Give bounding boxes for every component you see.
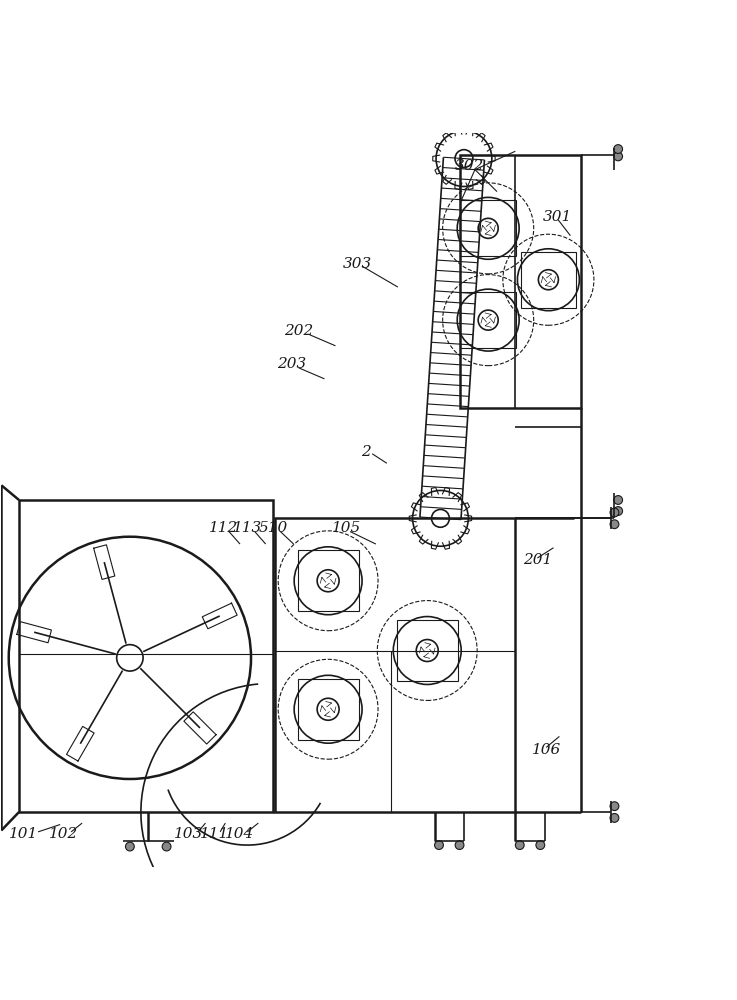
Text: 106: 106 <box>531 743 561 757</box>
Text: 111: 111 <box>200 827 229 841</box>
Text: 302: 302 <box>455 159 484 173</box>
Text: 104: 104 <box>226 827 254 841</box>
Text: 102: 102 <box>49 827 78 841</box>
Text: 203: 203 <box>276 357 306 371</box>
Bar <box>275 518 515 812</box>
Bar <box>461 292 516 348</box>
Text: 101: 101 <box>9 827 38 841</box>
Text: 301: 301 <box>543 210 573 224</box>
Circle shape <box>116 645 143 671</box>
Circle shape <box>614 152 623 161</box>
Bar <box>298 679 359 740</box>
Circle shape <box>614 145 623 153</box>
Bar <box>298 550 359 611</box>
Circle shape <box>125 842 134 851</box>
Text: 105: 105 <box>332 521 361 535</box>
Circle shape <box>610 802 619 811</box>
Text: 112: 112 <box>209 521 238 535</box>
Circle shape <box>610 508 619 517</box>
Text: 103: 103 <box>174 827 203 841</box>
Circle shape <box>455 841 464 849</box>
Bar <box>461 155 581 408</box>
Bar <box>397 620 458 681</box>
Bar <box>19 500 273 812</box>
Circle shape <box>614 496 623 504</box>
Bar <box>461 200 516 256</box>
Circle shape <box>614 507 623 515</box>
Circle shape <box>610 814 619 822</box>
Text: 202: 202 <box>284 324 313 338</box>
Text: 303: 303 <box>343 257 372 271</box>
Text: 510: 510 <box>259 521 287 535</box>
Text: 201: 201 <box>523 553 552 567</box>
Circle shape <box>515 841 524 849</box>
Text: 113: 113 <box>233 521 262 535</box>
Circle shape <box>435 841 444 849</box>
Circle shape <box>536 841 545 849</box>
Circle shape <box>162 842 171 851</box>
Text: 2: 2 <box>361 445 371 459</box>
Bar <box>520 252 576 308</box>
Circle shape <box>610 520 619 529</box>
